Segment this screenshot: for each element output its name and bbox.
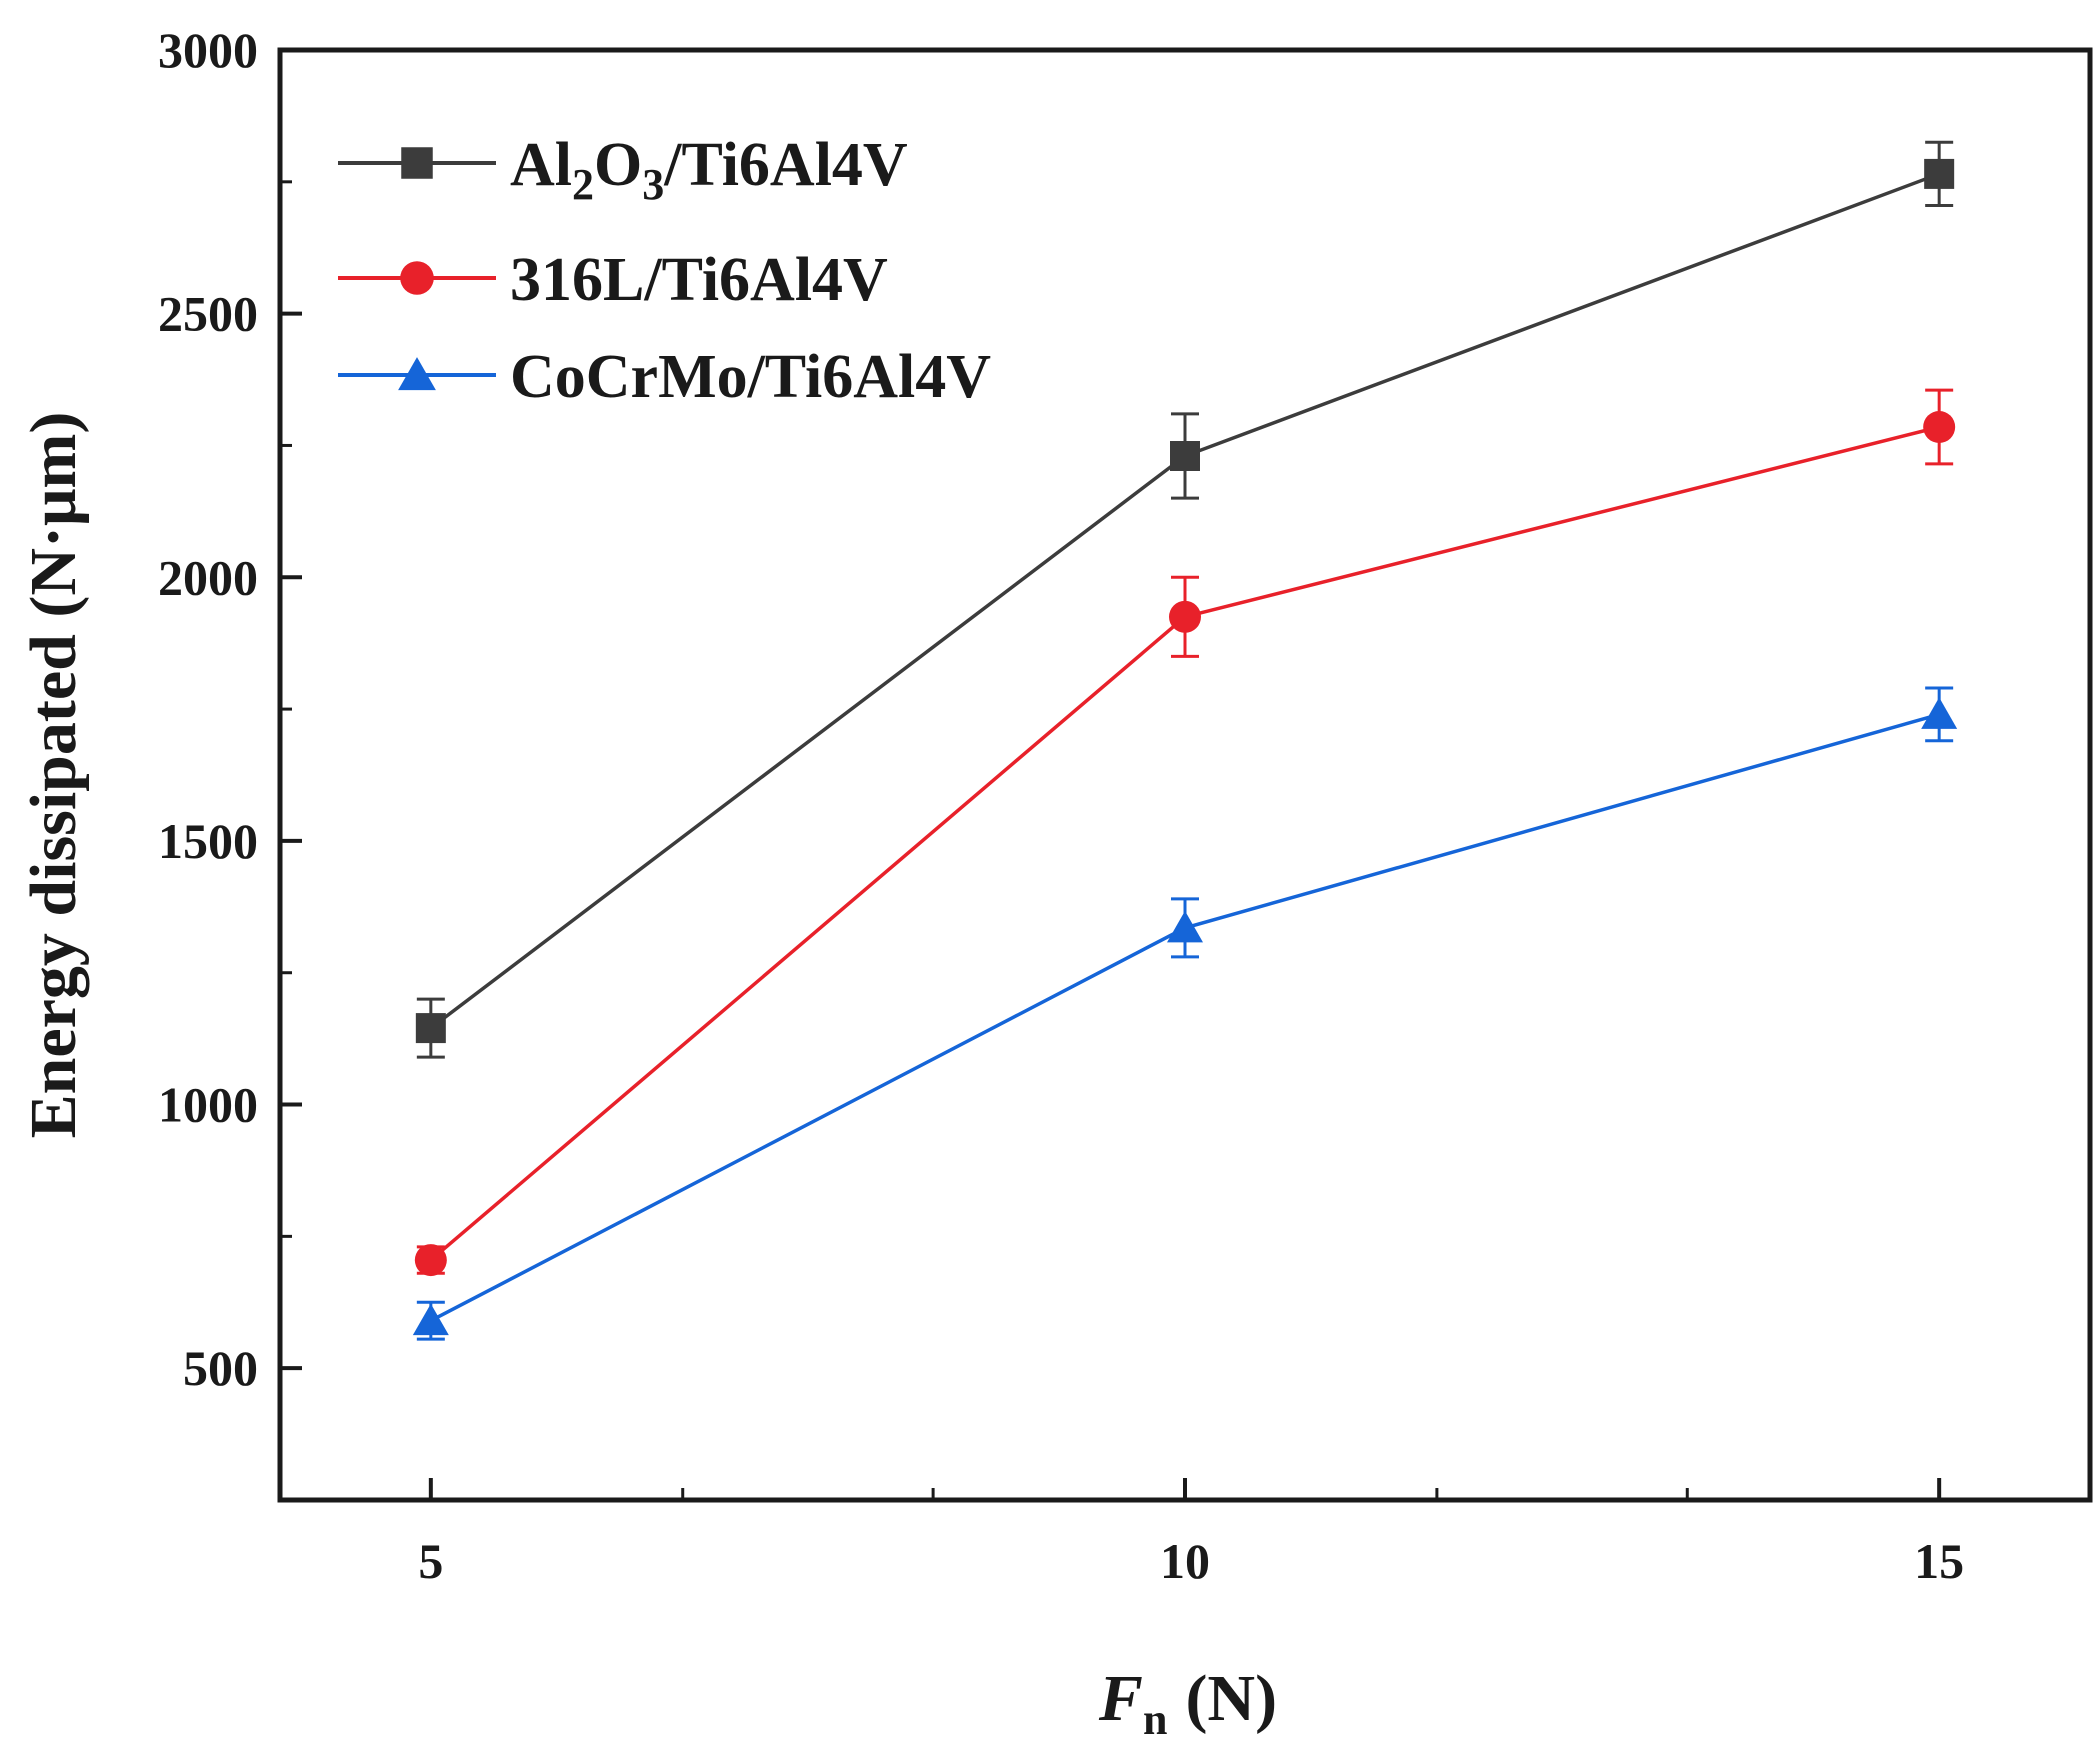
y-tick-label: 1000 <box>158 1077 258 1133</box>
y-axis-title: Energy dissipated (N·μm) <box>17 412 90 1139</box>
data-point <box>1170 441 1200 471</box>
y-tick-label: 500 <box>183 1340 258 1396</box>
legend-marker <box>401 147 433 179</box>
legend-item-square: Al2O3/Ti6Al4V <box>338 131 908 209</box>
data-point <box>1923 411 1956 443</box>
y-tick-label: 3000 <box>158 22 258 78</box>
data-point <box>415 1013 446 1044</box>
x-tick-label: 10 <box>1160 1533 1210 1589</box>
x-tick-label: 15 <box>1914 1533 1964 1589</box>
legend-label: 316L/Ti6Al4V <box>510 246 888 314</box>
legend-label: Al2O3/Ti6Al4V <box>510 131 908 209</box>
data-point <box>1169 600 1201 633</box>
x-axis-title: Fn (N) <box>1098 1662 1277 1744</box>
legend-label: CoCrMo/Ti6Al4V <box>510 343 991 411</box>
y-tick-label: 1500 <box>158 813 258 869</box>
series-triangle <box>412 686 1958 1341</box>
series-layer <box>412 140 1958 1341</box>
legend-marker <box>400 261 434 295</box>
series-square <box>415 140 1955 1059</box>
y-tick-label: 2500 <box>158 286 258 342</box>
data-point <box>412 1303 449 1336</box>
x-tick-label: 5 <box>418 1533 443 1589</box>
x-axis-symbol: F <box>1098 1662 1143 1735</box>
legend: Al2O3/Ti6Al4V 316L/Ti6Al4V CoCrMo/Ti6Al4V <box>338 131 991 411</box>
data-point <box>1924 158 1955 189</box>
data-point <box>1921 697 1958 729</box>
legend-marker <box>398 357 436 391</box>
data-point <box>1167 910 1203 943</box>
x-axis-unit: (N) <box>1185 1662 1277 1735</box>
legend-item-triangle: CoCrMo/Ti6Al4V <box>338 343 991 411</box>
legend-item-circle: 316L/Ti6Al4V <box>338 246 888 314</box>
x-axis-subscript: n <box>1143 1695 1167 1744</box>
y-tick-label: 2000 <box>158 549 258 605</box>
series-circle <box>414 388 1956 1277</box>
axis-ticks: 500 1000 1500 2000 2500 3000 5 10 15 <box>158 22 1964 1589</box>
data-point <box>414 1244 447 1277</box>
